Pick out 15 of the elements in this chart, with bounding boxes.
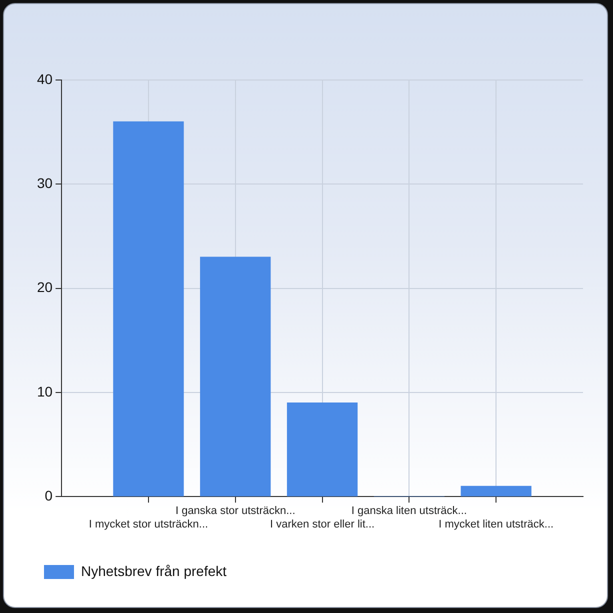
bar (113, 121, 184, 496)
x-tick-label: I ganska stor utsträckn... (175, 505, 296, 518)
y-tick-label: 0 (44, 487, 53, 504)
legend-label: Nyhetsbrev från prefekt (81, 562, 227, 579)
bar (200, 256, 271, 496)
bar (286, 402, 358, 496)
bar (460, 486, 532, 496)
y-tick-label: 30 (36, 175, 53, 192)
y-tick-label: 20 (36, 279, 53, 296)
y-tick-label: 10 (36, 383, 53, 400)
y-tick-label: 40 (36, 70, 53, 87)
x-tick-label: I mycket stor utsträckn... (88, 518, 208, 530)
x-tick-label: I ganska liten utsträck... (351, 505, 467, 518)
x-tick-label: I mycket liten utsträck... (438, 518, 554, 530)
x-tick-label: I varken stor eller lit... (270, 518, 375, 530)
